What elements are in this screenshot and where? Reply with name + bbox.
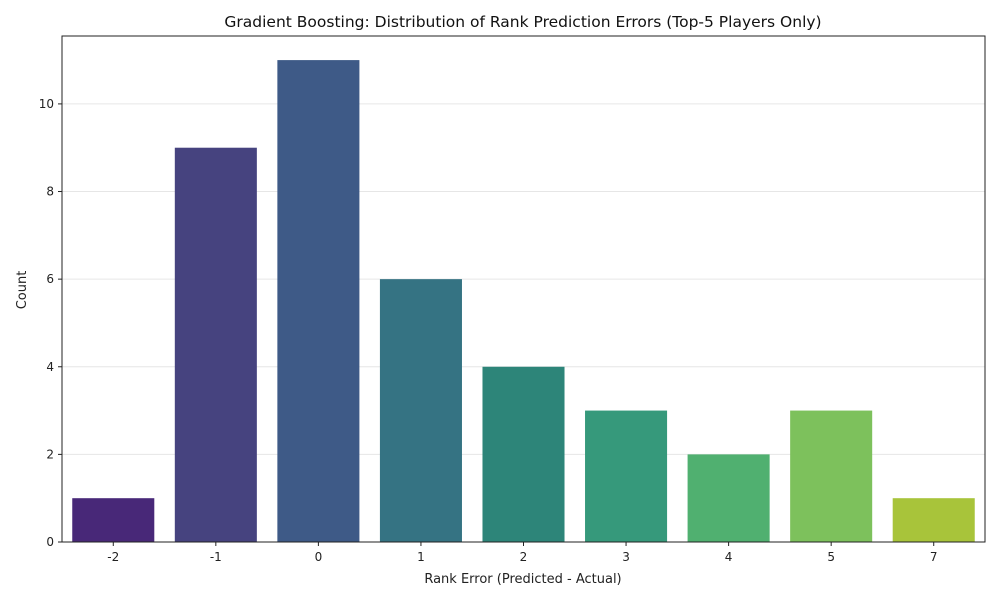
x-tick-label: 5 bbox=[827, 550, 835, 564]
y-axis-ticks: 0 2 4 6 8 10 bbox=[39, 97, 62, 549]
x-tick-label: -1 bbox=[210, 550, 222, 564]
y-tick-label: 2 bbox=[46, 447, 54, 461]
x-tick-label: 1 bbox=[417, 550, 425, 564]
bar-3 bbox=[585, 410, 668, 542]
bar-1 bbox=[379, 279, 462, 542]
bars bbox=[72, 60, 975, 542]
x-tick-label: 7 bbox=[930, 550, 938, 564]
x-tick-label: -2 bbox=[107, 550, 119, 564]
y-axis-label: Count bbox=[15, 271, 30, 310]
y-tick-label: 10 bbox=[39, 97, 54, 111]
y-tick-label: 8 bbox=[46, 185, 54, 199]
y-tick-label: 4 bbox=[46, 360, 54, 374]
bar-7 bbox=[892, 498, 975, 542]
bar-2 bbox=[482, 366, 565, 542]
bar-0 bbox=[277, 60, 360, 542]
y-tick-label: 0 bbox=[46, 535, 54, 549]
x-axis-label: Rank Error (Predicted - Actual) bbox=[424, 572, 621, 587]
bar--2 bbox=[72, 498, 155, 542]
bar-5 bbox=[790, 410, 873, 542]
y-tick-label: 6 bbox=[46, 272, 54, 286]
bar--1 bbox=[174, 147, 257, 542]
chart-title: Gradient Boosting: Distribution of Rank … bbox=[224, 13, 821, 31]
bar-4 bbox=[687, 454, 770, 542]
x-axis-ticks: -2 -1 0 1 2 3 4 5 7 bbox=[107, 542, 938, 564]
x-tick-label: 2 bbox=[520, 550, 528, 564]
x-tick-label: 4 bbox=[725, 550, 733, 564]
x-tick-label: 3 bbox=[622, 550, 630, 564]
x-tick-label: 0 bbox=[315, 550, 323, 564]
